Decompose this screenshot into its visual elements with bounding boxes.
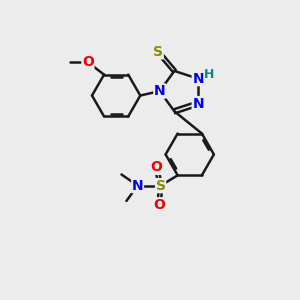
Text: H: H — [204, 68, 214, 81]
Text: O: O — [150, 160, 162, 174]
Text: N: N — [154, 84, 166, 98]
Text: S: S — [156, 178, 166, 193]
Text: N: N — [132, 178, 143, 193]
Text: N: N — [192, 97, 204, 111]
Text: O: O — [153, 198, 165, 212]
Text: S: S — [153, 45, 163, 59]
Text: N: N — [192, 72, 204, 86]
Text: O: O — [82, 55, 94, 69]
